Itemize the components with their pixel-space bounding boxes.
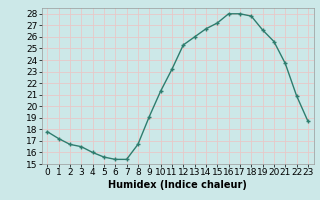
X-axis label: Humidex (Indice chaleur): Humidex (Indice chaleur)	[108, 180, 247, 190]
